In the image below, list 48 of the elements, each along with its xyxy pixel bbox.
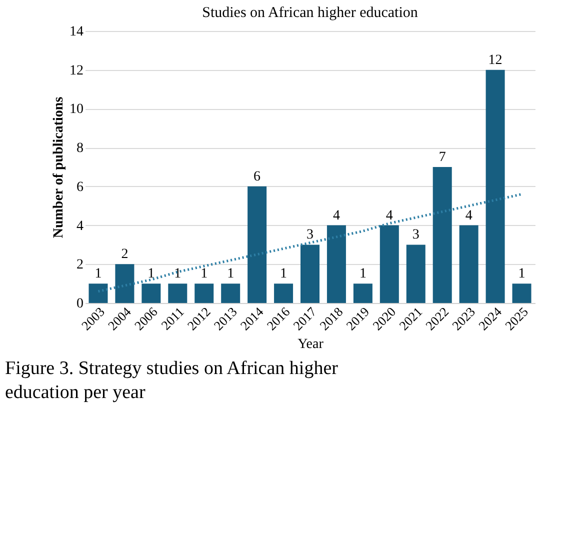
x-tick-label: 2011 — [158, 304, 187, 333]
data-label: 1 — [174, 266, 182, 282]
data-label: 7 — [438, 150, 446, 165]
data-label: 3 — [306, 228, 314, 243]
data-label: 1 — [227, 266, 234, 282]
data-label: 1 — [280, 266, 288, 282]
bar — [168, 284, 188, 303]
data-label: 4 — [332, 208, 340, 224]
y-axis-title: Number of publications — [52, 96, 66, 238]
bar — [248, 186, 267, 303]
bar — [380, 225, 399, 303]
bar — [221, 284, 240, 303]
bar — [459, 225, 478, 303]
y-tick-label: 8 — [76, 141, 84, 156]
y-tick-label: 4 — [76, 218, 84, 234]
bar — [115, 264, 134, 303]
bar — [300, 244, 320, 303]
data-label: 1 — [148, 266, 155, 282]
data-label: 2 — [121, 247, 128, 262]
data-label: 3 — [412, 228, 420, 243]
y-tick-label: 12 — [70, 63, 84, 78]
y-tick-label: 0 — [76, 296, 84, 312]
bar — [406, 244, 426, 303]
bar — [194, 284, 214, 303]
data-label: 12 — [488, 52, 502, 68]
bar — [353, 284, 372, 303]
y-tick-label: 14 — [70, 24, 84, 40]
y-tick-label: 6 — [76, 180, 84, 195]
x-axis-title: Year — [298, 337, 324, 352]
caption: Figure 3. Strategy studies on African higher education per year — [5, 358, 339, 403]
bar — [88, 284, 108, 303]
data-label: 1 — [518, 266, 526, 282]
chart-title: Studies on African higher education — [202, 5, 418, 21]
line-series — [96, 192, 524, 293]
data-label: 6 — [254, 169, 261, 184]
bar — [274, 284, 294, 303]
data-label: 1 — [200, 266, 208, 282]
bar — [432, 167, 452, 303]
data-label: 1 — [359, 266, 366, 282]
bar — [512, 284, 532, 303]
y-tick-label: 2 — [76, 258, 84, 273]
data-label: 1 — [94, 266, 102, 282]
bar — [142, 284, 161, 303]
bar — [486, 70, 505, 303]
data-label: 4 — [386, 208, 393, 224]
bar — [326, 225, 346, 303]
y-tick-label: 10 — [70, 102, 84, 118]
data-label: 4 — [465, 208, 472, 224]
